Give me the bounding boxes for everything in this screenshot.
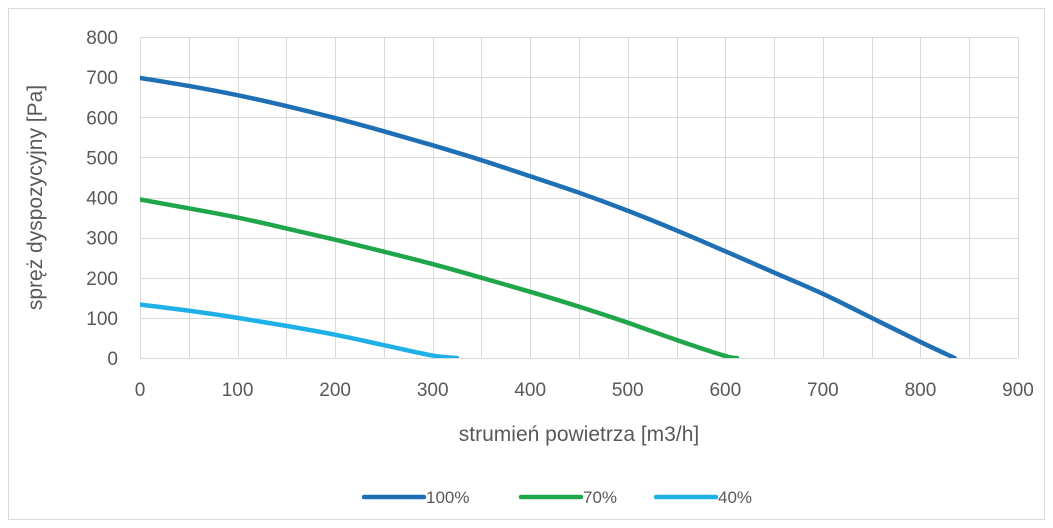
chart-area-border bbox=[8, 8, 1045, 520]
x-tick-label: 900 bbox=[1002, 380, 1034, 401]
x-tick-label: 100 bbox=[222, 380, 254, 401]
legend-label-70-percent: 70% bbox=[583, 488, 617, 507]
series-line-100-percent bbox=[140, 75, 957, 358]
series-line-70-percent bbox=[140, 197, 740, 358]
x-tick-label: 500 bbox=[612, 380, 644, 401]
y-tick-label: 700 bbox=[86, 68, 118, 89]
y-tick-label: 800 bbox=[86, 28, 118, 49]
legend-label-100-percent: 100% bbox=[426, 488, 469, 507]
y-tick-label: 300 bbox=[86, 229, 118, 250]
x-tick-label: 0 bbox=[135, 380, 146, 401]
series-line-40-percent bbox=[140, 302, 460, 358]
series-lines bbox=[140, 75, 957, 358]
x-tick-label: 600 bbox=[709, 380, 741, 401]
x-axis-title: strumień powietrza [m3/h] bbox=[459, 423, 699, 446]
legend-label-40-percent: 40% bbox=[718, 488, 752, 507]
y-tick-label: 0 bbox=[107, 349, 118, 370]
x-tick-label: 700 bbox=[807, 380, 839, 401]
y-axis-title: spręż dyspozycyjny [Pa] bbox=[24, 85, 47, 310]
y-tick-label: 600 bbox=[86, 108, 118, 129]
tick-labels: 0 100 200 300 400 500 600 700 800 0 100 200 300 400 50… bbox=[86, 28, 1034, 401]
y-tick-label: 500 bbox=[86, 148, 118, 169]
x-tick-label: 400 bbox=[514, 380, 546, 401]
y-tick-label: 100 bbox=[86, 309, 118, 330]
x-tick-label: 300 bbox=[417, 380, 449, 401]
x-tick-label: 200 bbox=[319, 380, 351, 401]
y-tick-label: 200 bbox=[86, 269, 118, 290]
y-tick-label: 400 bbox=[86, 189, 118, 210]
x-tick-label: 800 bbox=[905, 380, 937, 401]
legend: 100% 70% 40% bbox=[361, 488, 752, 507]
